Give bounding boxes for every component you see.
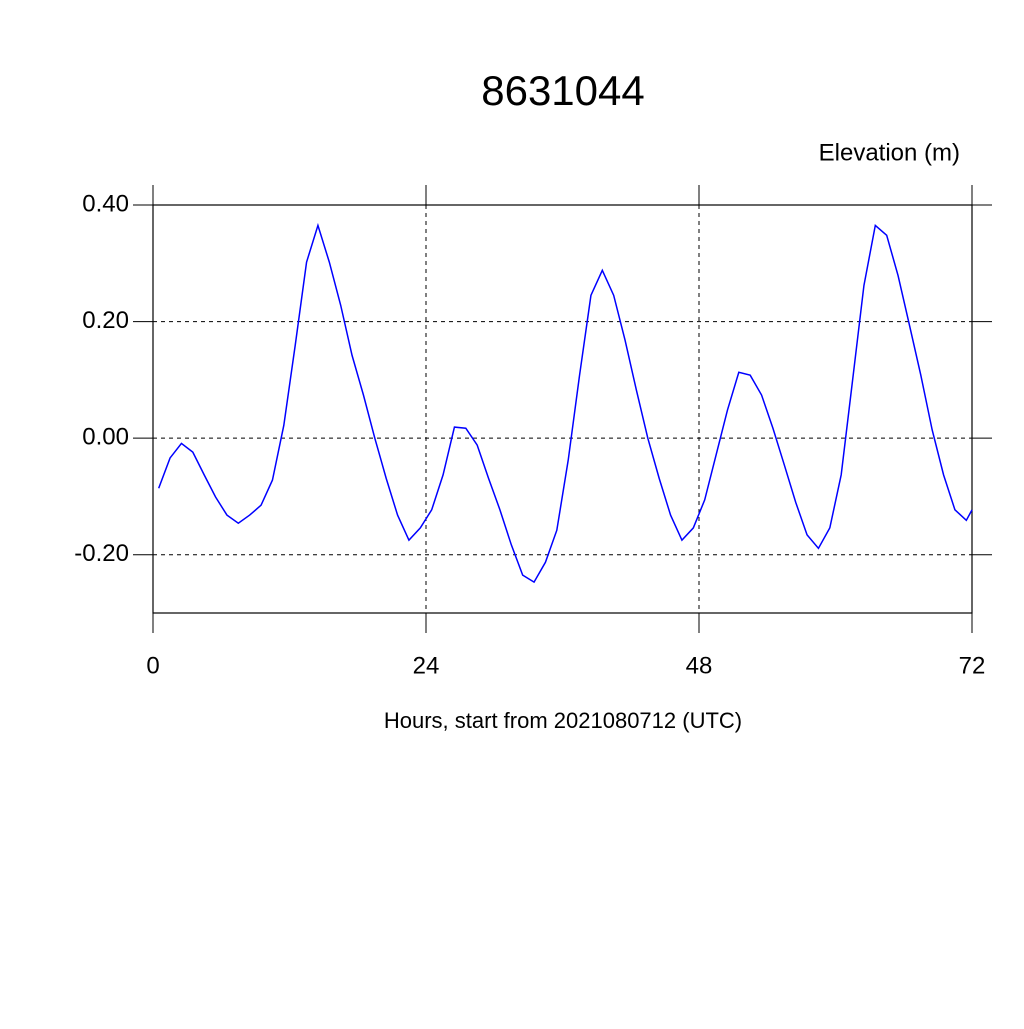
y-tick-label: 0.20 — [82, 307, 129, 334]
x-tick-label: 24 — [413, 652, 440, 679]
x-tick-label: 72 — [959, 652, 986, 679]
x-tick-label: 0 — [146, 652, 159, 679]
y-tick-label: 0.40 — [82, 190, 129, 217]
data-line — [157, 222, 973, 584]
chart-title: 8631044 — [481, 67, 645, 114]
x-axis-label: Hours, start from 2021080712 (UTC) — [384, 708, 742, 733]
y-tick-label: -0.20 — [74, 540, 129, 567]
y-tick-label: 0.00 — [82, 423, 129, 450]
y-axis-label: Elevation (m) — [819, 139, 960, 166]
x-tick-label: 48 — [686, 652, 713, 679]
